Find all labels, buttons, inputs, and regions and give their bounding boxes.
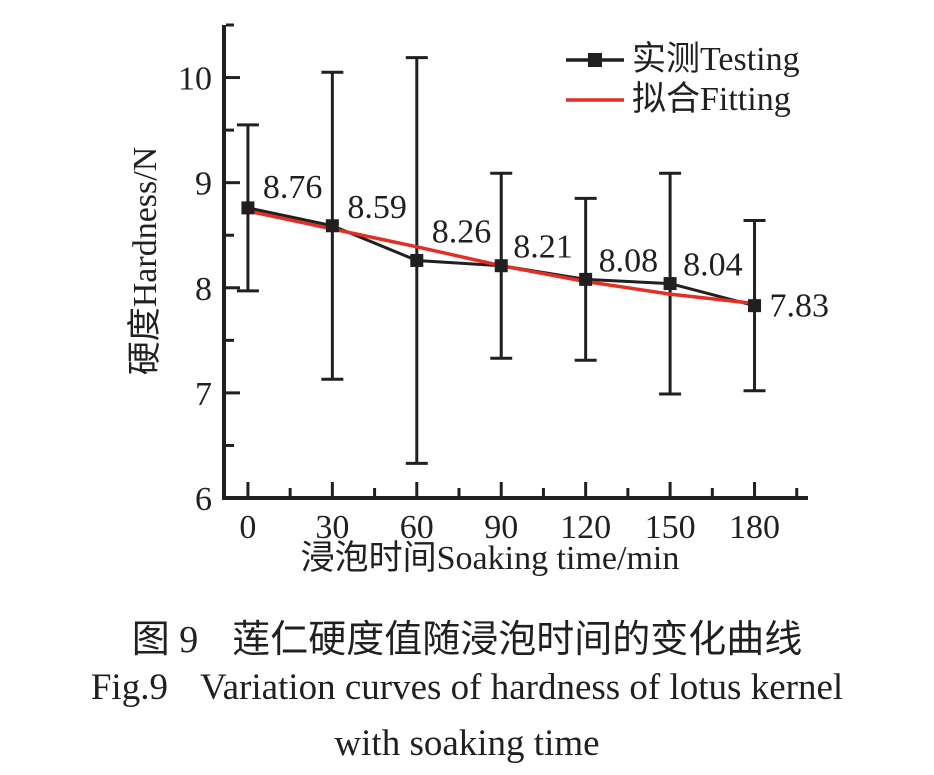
data-point-marker	[663, 277, 677, 291]
x-tick-label: 0	[239, 509, 256, 546]
caption-english-line2: with soaking time	[334, 723, 600, 764]
y-tick-label: 7	[195, 376, 212, 413]
data-point-marker	[494, 259, 508, 273]
y-tick-label: 6	[195, 481, 212, 518]
data-point-marker	[748, 299, 762, 313]
caption-chinese-fig-number: 图 9	[131, 619, 199, 661]
caption-english-fig-number: Fig.9	[90, 667, 168, 708]
point-value-label: 8.04	[683, 247, 743, 284]
data-point-marker	[579, 272, 593, 286]
data-point-marker	[241, 201, 255, 215]
legend-entry-fitting: 拟合Fitting	[632, 81, 791, 118]
x-tick-label: 150	[645, 509, 696, 546]
y-tick-label: 8	[195, 271, 212, 308]
point-value-label: 8.26	[432, 213, 492, 250]
point-value-label: 7.83	[770, 288, 830, 325]
caption-chinese: 图 9 莲仁硬度值随浸泡时间的变化曲线	[0, 608, 934, 663]
point-value-label: 8.59	[347, 189, 407, 226]
legend-testing-marker-swatch	[588, 53, 602, 67]
x-tick-label: 30	[315, 509, 349, 546]
point-value-label: 8.76	[263, 169, 323, 206]
y-tick-label: 10	[178, 61, 212, 98]
caption-english-line1: Fig.9 Variation curves of hardness of lo…	[0, 666, 934, 709]
x-tick-label: 90	[484, 509, 518, 546]
legend-entry-testing: 实测Testing	[632, 41, 800, 78]
data-point-marker	[325, 219, 339, 233]
caption-english-text: Variation curves of hardness of lotus ke…	[199, 667, 844, 708]
y-axis-title: 硬度Hardness/N	[127, 146, 164, 376]
data-point-marker	[410, 253, 424, 267]
axes	[222, 25, 808, 500]
point-value-label: 8.08	[599, 242, 659, 279]
x-axis-title: 浸泡时间Soaking time/min	[300, 540, 680, 577]
point-value-label: 8.21	[513, 229, 573, 266]
x-tick-label: 120	[560, 509, 611, 546]
y-tick-label: 9	[195, 166, 212, 203]
x-tick-label: 180	[729, 509, 780, 546]
x-tick-label: 60	[400, 509, 434, 546]
caption-chinese-text: 莲仁硬度值随浸泡时间的变化曲线	[232, 619, 803, 661]
